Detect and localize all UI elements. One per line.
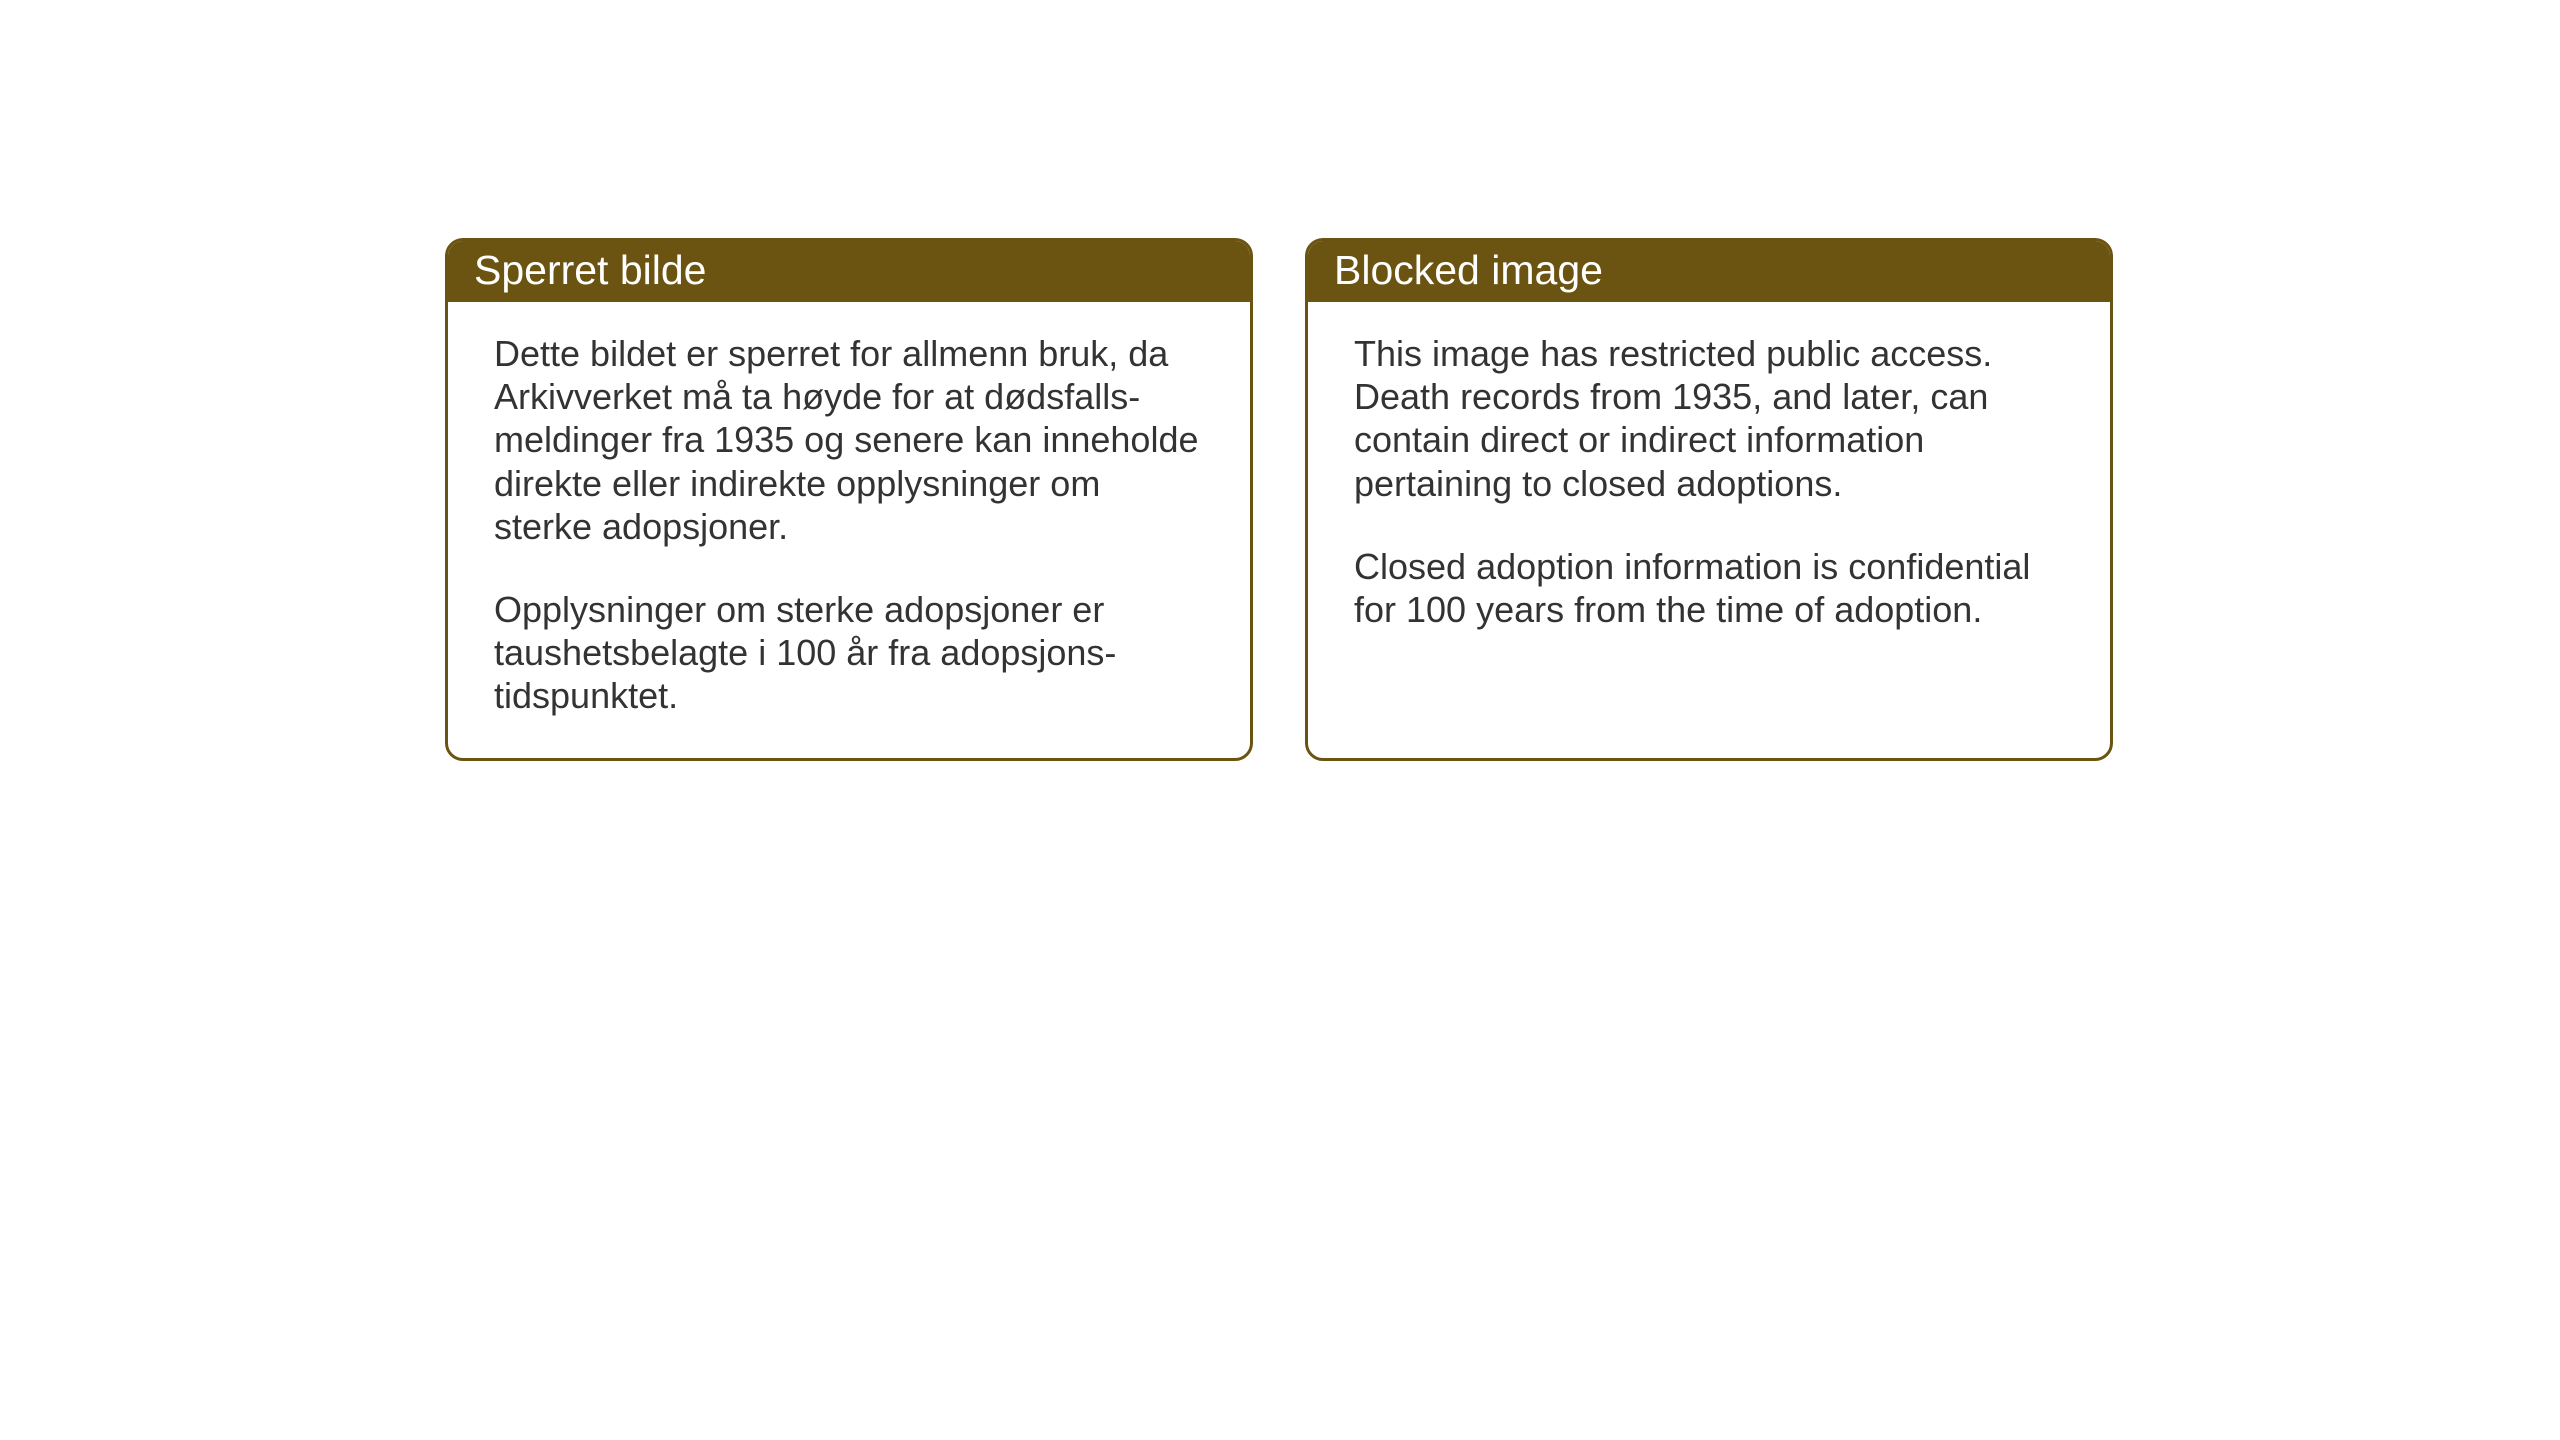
notice-paragraph-2-norwegian: Opplysninger om sterke adopsjoner er tau… — [494, 588, 1204, 718]
notice-header-english: Blocked image — [1308, 241, 2110, 302]
notice-header-norwegian: Sperret bilde — [448, 241, 1250, 302]
notice-card-norwegian: Sperret bilde Dette bildet er sperret fo… — [445, 238, 1253, 761]
notice-container: Sperret bilde Dette bildet er sperret fo… — [445, 238, 2113, 761]
notice-body-norwegian: Dette bildet er sperret for allmenn bruk… — [448, 302, 1250, 758]
notice-paragraph-2-english: Closed adoption information is confident… — [1354, 545, 2064, 631]
notice-title-norwegian: Sperret bilde — [474, 247, 706, 293]
notice-paragraph-1-norwegian: Dette bildet er sperret for allmenn bruk… — [494, 332, 1204, 548]
notice-title-english: Blocked image — [1334, 247, 1603, 293]
notice-body-english: This image has restricted public access.… — [1308, 302, 2110, 742]
notice-card-english: Blocked image This image has restricted … — [1305, 238, 2113, 761]
notice-paragraph-1-english: This image has restricted public access.… — [1354, 332, 2064, 505]
